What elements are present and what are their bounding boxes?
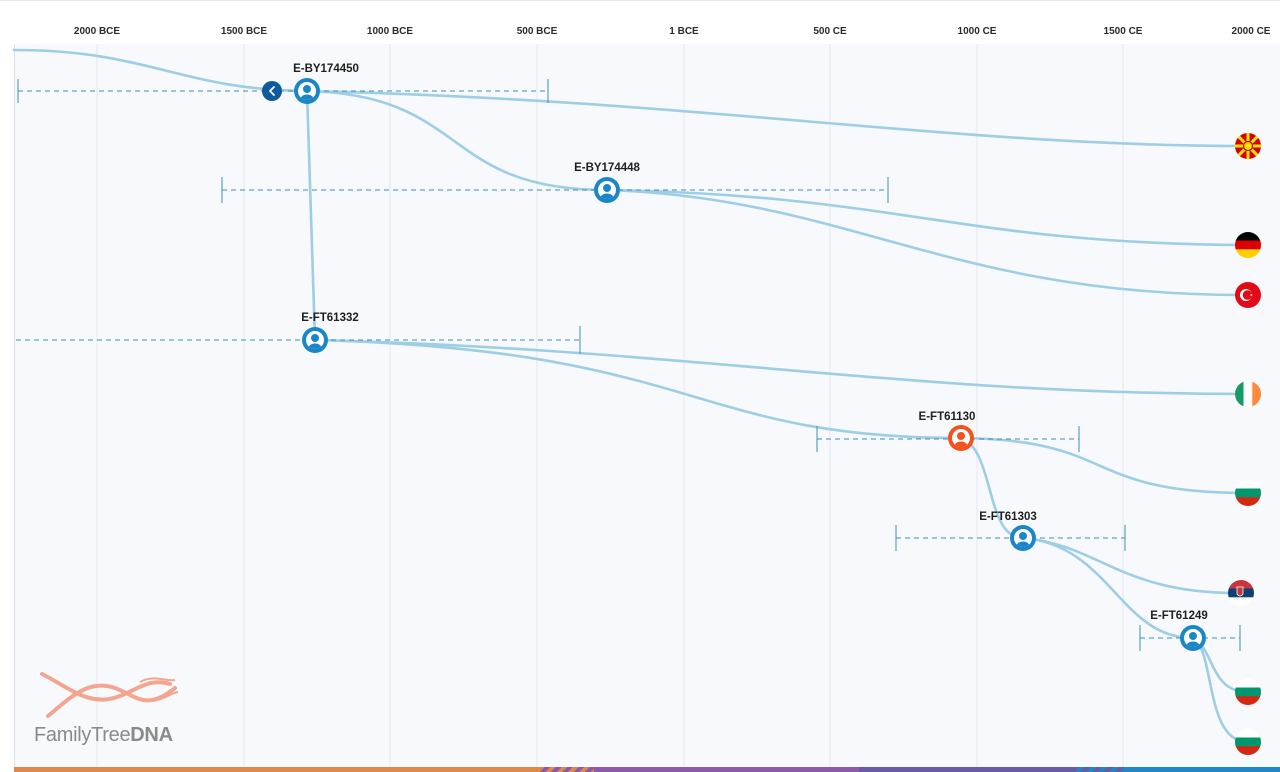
branch-line [313,338,963,440]
familytreedna-logo: FamilyTreeDNA [30,668,200,752]
person-icon [308,334,322,349]
tick-label: 2000 CE [1231,26,1271,37]
period-segment [14,767,539,772]
branch-line [605,188,1250,247]
person-icon [1186,632,1200,647]
timeline-axis: 2000 BCE 1500 BCE 1000 BCE 500 BCE 1 BCE… [0,0,1280,44]
logo-name-light: FamilyTree [34,724,131,746]
period-segment [1074,767,1124,772]
back-button[interactable] [262,81,282,101]
tick-label: 2000 BCE [73,26,121,37]
tick-label: 1500 BCE [220,26,268,37]
chevron-left-icon [269,86,275,96]
branch-line [313,338,1250,396]
haplogroup-node[interactable] [594,177,620,205]
person-icon [1016,532,1030,547]
haplogroup-node[interactable] [1010,525,1036,553]
period-segment [859,767,1074,772]
ireland-flag[interactable] [1235,381,1261,407]
node-label: E-FT61249 [1150,610,1208,622]
turkey-flag[interactable] [1235,282,1261,308]
node-label: E-BY174448 [574,162,640,174]
serbia-flag[interactable] [1228,580,1254,606]
logo-text: FamilyTreeDNA [34,724,173,747]
period-segment [1124,767,1280,772]
bulgaria-flag[interactable] [1235,679,1261,705]
branch-line [305,89,317,342]
branch-line [12,48,309,93]
node-label: E-FT61303 [979,511,1037,523]
branch-line [305,89,1250,148]
north-macedonia-flag[interactable] [1234,132,1262,160]
germany-flag[interactable] [1235,232,1261,258]
period-segment [539,767,594,772]
haplogroup-node[interactable] [302,327,328,355]
tick-label: 1500 CE [1103,26,1143,37]
branch-line [959,436,1250,495]
branch-line [1021,536,1195,640]
node-label: E-FT61130 [919,411,976,423]
haplogroup-node-selected[interactable] [948,425,974,453]
logo-name-bold: DNA [130,724,173,746]
branch-line [959,436,1025,540]
tick-label: 1000 BCE [366,26,414,37]
tick-label: 1 BCE [669,26,699,37]
haplogroup-node[interactable] [294,78,320,106]
tick-label: 500 BCE [516,26,558,37]
tick-label: 1000 CE [957,26,997,37]
tree-canvas[interactable] [14,44,1280,768]
bulgaria-flag[interactable] [1235,480,1261,506]
person-icon [954,432,968,447]
period-color-bar [14,767,1280,772]
person-icon [600,184,614,199]
tick-label: 500 CE [813,26,847,37]
branch-line [605,188,1250,297]
person-icon [300,85,314,100]
haplogroup-node[interactable] [1180,625,1206,653]
branch-line [305,89,609,192]
bulgaria-flag[interactable] [1235,729,1261,755]
period-segment [594,767,859,772]
dna-helix-icon [40,672,179,718]
node-label: E-FT61332 [301,312,359,324]
node-label: E-BY174450 [293,63,359,75]
